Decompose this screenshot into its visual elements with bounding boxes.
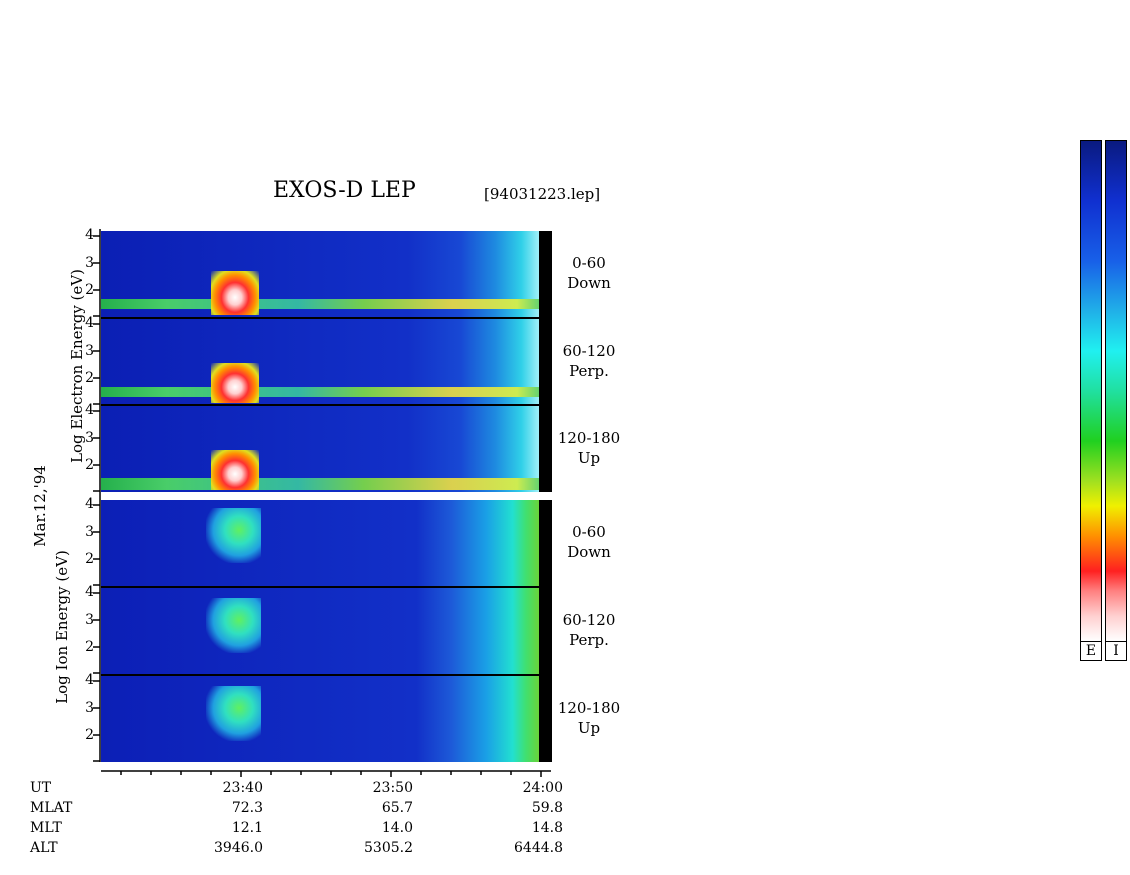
angle-direction: Down bbox=[567, 274, 611, 292]
ephemeris-label: ALT bbox=[30, 840, 58, 856]
panel-endbar bbox=[539, 231, 552, 317]
panel-electron-2 bbox=[101, 406, 539, 492]
y-tick-label: 2 bbox=[85, 727, 94, 743]
y-tick-label: 2 bbox=[85, 639, 94, 655]
file-label: [94031223.lep] bbox=[484, 185, 601, 203]
ephemeris-value: 14.8 bbox=[531, 820, 563, 836]
panel-separator bbox=[101, 674, 552, 676]
y-tick-label: 3 bbox=[85, 524, 94, 540]
ion-colorbar bbox=[1105, 140, 1127, 642]
electron-colorbar bbox=[1080, 140, 1102, 642]
angle-range: 120-180 bbox=[557, 699, 621, 717]
ephemeris-value: 6444.8 bbox=[514, 840, 563, 856]
ephemeris-value: 24:00 bbox=[522, 780, 563, 796]
ion-feature bbox=[206, 598, 261, 653]
y-tick-label: 4 bbox=[85, 402, 94, 418]
electron-burst bbox=[211, 271, 259, 315]
angle-range: 60-120 bbox=[562, 611, 616, 629]
angle-label-3: 0-60 Down bbox=[554, 522, 624, 562]
angle-direction: Perp. bbox=[569, 362, 609, 380]
ephemeris-value: 5305.2 bbox=[364, 840, 413, 856]
panel-electron-0 bbox=[101, 231, 539, 317]
y-tick-label: 4 bbox=[85, 227, 94, 243]
ephemeris-value: 23:50 bbox=[372, 780, 413, 796]
angle-label-2: 120-180 Up bbox=[554, 428, 624, 468]
y-tick-label: 4 bbox=[85, 496, 94, 512]
electron-band bbox=[101, 387, 539, 397]
panel-separator bbox=[101, 404, 552, 406]
y-tick-label: 3 bbox=[85, 612, 94, 628]
y-tick-label: 3 bbox=[85, 343, 94, 359]
ephemeris-value: 23:40 bbox=[222, 780, 263, 796]
y-tick-label: 3 bbox=[85, 430, 94, 446]
angle-direction: Up bbox=[577, 719, 601, 737]
electron-band bbox=[101, 478, 539, 490]
ephemeris-label: UT bbox=[30, 780, 52, 796]
panel-separator bbox=[101, 586, 552, 588]
panel-endbar bbox=[539, 406, 552, 492]
panel-electron-1 bbox=[101, 319, 539, 405]
panel-ion-3 bbox=[101, 500, 539, 586]
y-tick-label: 4 bbox=[85, 315, 94, 331]
panel-endbar bbox=[539, 500, 552, 586]
ephemeris-value: 12.1 bbox=[231, 820, 263, 836]
chart-title: EXOS-D LEP bbox=[273, 178, 416, 203]
angle-label-1: 60-120 Perp. bbox=[554, 341, 624, 381]
ephemeris-value: 72.3 bbox=[231, 800, 263, 816]
y-tick-label: 4 bbox=[85, 584, 94, 600]
panel-endbar bbox=[539, 319, 552, 405]
electron-colorbar-label: E bbox=[1080, 641, 1102, 661]
ephemeris-label: MLAT bbox=[30, 800, 73, 816]
ephemeris-value: 59.8 bbox=[531, 800, 563, 816]
y-tick-label: 2 bbox=[85, 457, 94, 473]
y-tick-label: 2 bbox=[85, 551, 94, 567]
species-gap bbox=[101, 492, 552, 500]
y-tick-label: 2 bbox=[85, 282, 94, 298]
panel-ion-4 bbox=[101, 588, 539, 674]
electron-burst bbox=[211, 363, 259, 403]
angle-label-0: 0-60 Down bbox=[554, 253, 624, 293]
angle-range: 60-120 bbox=[562, 342, 616, 360]
y-tick-label: 4 bbox=[85, 672, 94, 688]
y-tick-label: 3 bbox=[85, 700, 94, 716]
angle-range: 120-180 bbox=[557, 429, 621, 447]
angle-label-4: 60-120 Perp. bbox=[554, 610, 624, 650]
panel-separator bbox=[101, 317, 552, 319]
ion-feature bbox=[206, 508, 261, 563]
panel-ion-5 bbox=[101, 676, 539, 762]
electron-band bbox=[101, 299, 539, 309]
y-tick-label: 3 bbox=[85, 255, 94, 271]
electron-burst bbox=[211, 450, 259, 490]
angle-range: 0-60 bbox=[572, 523, 606, 541]
ephemeris-value: 65.7 bbox=[381, 800, 413, 816]
angle-direction: Perp. bbox=[569, 631, 609, 649]
ion-colorbar-label: I bbox=[1105, 641, 1127, 661]
angle-direction: Up bbox=[577, 449, 601, 467]
ephemeris-label: MLT bbox=[30, 820, 62, 836]
angle-label-5: 120-180 Up bbox=[554, 698, 624, 738]
angle-range: 0-60 bbox=[572, 254, 606, 272]
y-tick-label: 2 bbox=[85, 370, 94, 386]
ion-feature bbox=[206, 686, 261, 741]
ephemeris-value: 3946.0 bbox=[214, 840, 263, 856]
ephemeris-value: 14.0 bbox=[381, 820, 413, 836]
angle-direction: Down bbox=[567, 543, 611, 561]
panel-endbar bbox=[539, 676, 552, 762]
panel-endbar bbox=[539, 588, 552, 674]
